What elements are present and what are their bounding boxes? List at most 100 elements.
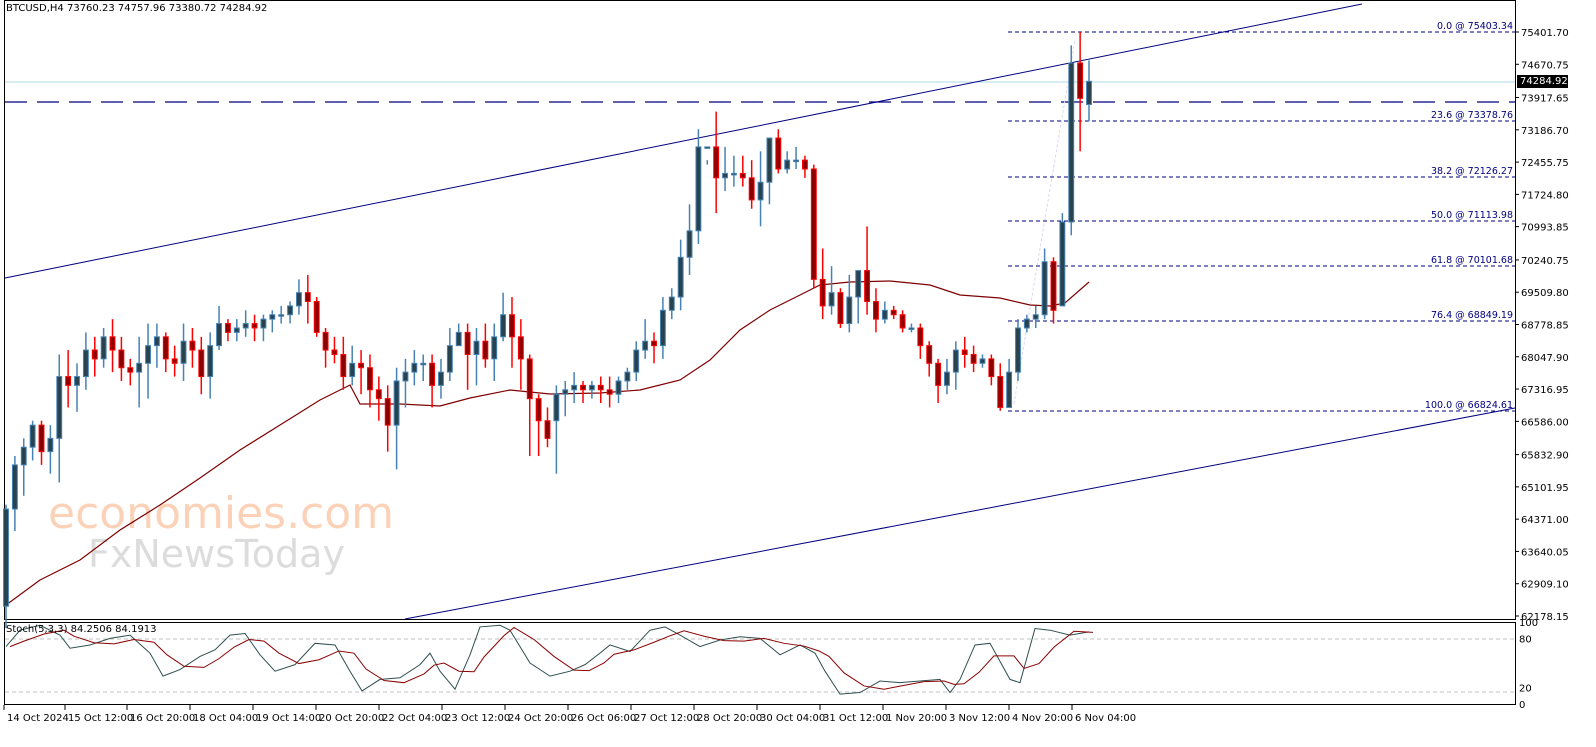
candle-body	[766, 137, 773, 183]
price-label: 65101.95	[1521, 483, 1569, 494]
candle-body	[704, 146, 711, 149]
candle-body	[917, 327, 924, 347]
time-label: 20 Oct 20:00	[319, 713, 384, 724]
candle-body	[56, 376, 63, 439]
candle-body	[642, 340, 649, 351]
candle-body	[544, 420, 551, 439]
fib-level-label: 100.0 @ 66824.61	[1425, 400, 1513, 411]
stoch-axis: 100 80 20 0	[1519, 618, 1538, 711]
candle-body	[331, 349, 338, 355]
price-label: 70993.85	[1521, 223, 1569, 234]
fib-level-label: 23.6 @ 73378.76	[1431, 110, 1513, 121]
candle-body	[819, 278, 826, 307]
candle-body	[873, 300, 879, 320]
candle-body	[793, 159, 799, 163]
channel-upper-line[interactable]	[4, 3, 1363, 279]
time-label: 19 Oct 14:00	[256, 713, 321, 724]
candle-body	[686, 230, 693, 258]
candle-body	[695, 146, 702, 232]
candle-body	[429, 362, 436, 386]
stoch-label: Stoch(5,3,3) 84.2506 84.1913	[6, 624, 157, 635]
candle-body	[438, 371, 444, 386]
candle-body	[358, 362, 365, 369]
candle-body	[145, 345, 151, 364]
candle-body	[1041, 261, 1048, 316]
candle-body	[464, 331, 471, 355]
time-label: 30 Oct 04:00	[760, 713, 825, 724]
candle-body	[384, 398, 391, 426]
candle-body	[242, 323, 249, 329]
candle-body	[118, 349, 125, 369]
candle-body	[171, 358, 178, 364]
price-axis[interactable]: 75401.70 74670.75 73917.65 73186.70 72455.75…	[1515, 28, 1569, 623]
price-label: 75401.70	[1521, 28, 1569, 39]
time-label: 26 Oct 06:00	[571, 713, 636, 724]
candle-body	[269, 314, 276, 320]
price-label: 69509.80	[1521, 288, 1569, 299]
moving-average	[5, 280, 1090, 606]
candle-body	[1015, 327, 1021, 373]
candlesticks	[3, 31, 1092, 629]
candle-body	[473, 340, 480, 355]
price-label: 63640.05	[1521, 547, 1569, 558]
candle-body	[313, 300, 320, 333]
candle-body	[899, 314, 906, 329]
candle-body	[935, 362, 942, 386]
fib-level-label: 38.2 @ 72126.27	[1431, 166, 1513, 177]
fibonacci-retracement[interactable]: 0.0 @ 75403.34 23.6 @ 73378.76 38.2 @ 7212…	[1008, 21, 1515, 412]
candle-body	[1032, 314, 1039, 320]
candle-body	[349, 362, 356, 378]
candle-body	[153, 336, 160, 347]
candle-body	[562, 389, 569, 395]
stoch-axis-label: 80	[1519, 634, 1532, 645]
candle-body	[278, 314, 285, 317]
price-label: 72455.75	[1521, 158, 1569, 169]
candle-body	[3, 508, 9, 607]
fib-trendline[interactable]	[1013, 39, 1076, 405]
time-label: 24 Oct 20:00	[508, 713, 573, 724]
candle-body	[730, 172, 737, 176]
fib-level-label: 61.8 @ 70101.68	[1431, 255, 1513, 266]
price-label: 62178.15	[1521, 612, 1569, 623]
candle-body	[1068, 62, 1075, 223]
candle-body	[216, 323, 222, 347]
candle-body	[260, 318, 267, 329]
candle-body	[340, 353, 347, 378]
time-label: 6 Nov 04:00	[1075, 713, 1136, 724]
candle-body	[207, 345, 214, 378]
stoch-axis-label: 100	[1519, 618, 1538, 629]
candle-body	[65, 376, 72, 386]
candle-body	[606, 389, 613, 395]
candle-body	[233, 327, 240, 333]
fib-level-label: 50.0 @ 71113.98	[1431, 210, 1513, 221]
candle-body	[1059, 221, 1066, 307]
channel-lower-line[interactable]	[404, 407, 1516, 620]
time-label: 23 Oct 12:00	[445, 713, 510, 724]
stoch-main-line	[5, 624, 1090, 695]
time-label: 22 Oct 04:00	[382, 713, 447, 724]
candle-body	[322, 331, 329, 351]
candle-body	[970, 353, 977, 364]
candle-body	[828, 292, 835, 307]
candle-body	[553, 393, 560, 422]
candle-body	[1050, 261, 1057, 311]
price-label: 68047.90	[1521, 353, 1569, 364]
candle-body	[420, 362, 427, 366]
candle-body	[952, 349, 959, 373]
price-label: 64371.00	[1521, 515, 1569, 526]
time-label: 4 Nov 20:00	[1012, 713, 1073, 724]
candle-body	[739, 172, 746, 179]
candle-body	[180, 340, 187, 364]
candle-body	[38, 424, 45, 453]
candle-body	[526, 358, 533, 400]
candle-body	[162, 336, 169, 360]
candle-body	[846, 296, 853, 325]
candle-body	[1077, 62, 1084, 99]
candle-body	[597, 384, 604, 391]
candle-body	[482, 340, 489, 360]
candle-body	[988, 358, 995, 378]
candle-body	[801, 159, 808, 170]
